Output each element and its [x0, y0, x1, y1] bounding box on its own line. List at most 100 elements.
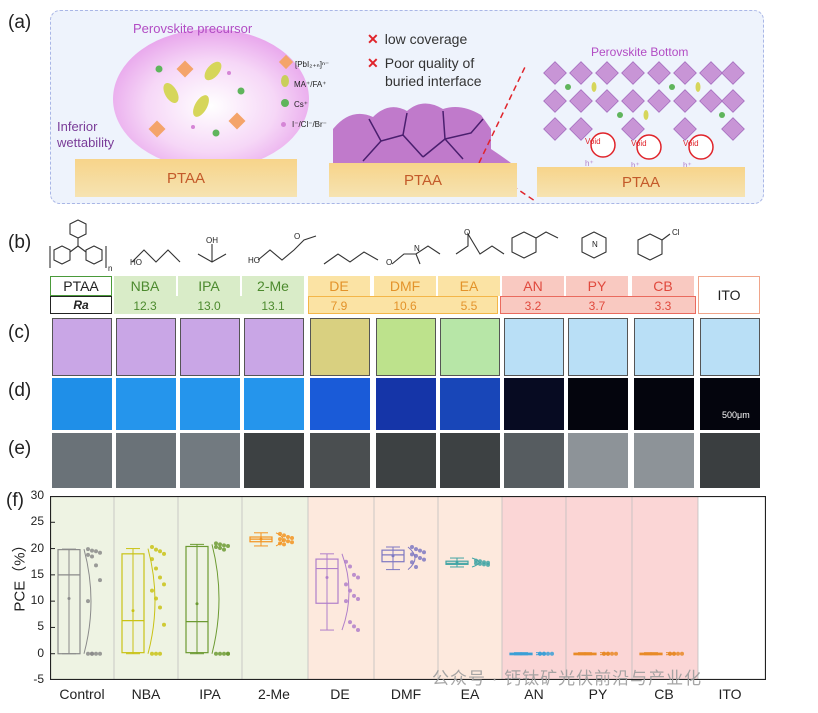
de-molecule	[323, 251, 379, 265]
data-point	[344, 559, 348, 564]
x-tick-label: Control	[59, 686, 105, 702]
void-label-3: Void	[683, 139, 699, 148]
data-point	[86, 547, 90, 552]
data-point	[422, 557, 426, 562]
data-point	[222, 543, 226, 548]
interface-photo	[376, 433, 436, 488]
mean-marker	[67, 597, 71, 601]
data-point	[278, 541, 282, 546]
py-molecule	[581, 231, 607, 259]
data-point	[218, 651, 222, 656]
data-point	[478, 561, 482, 566]
data-point	[352, 624, 356, 629]
legend-item: MA⁺/FA⁺	[281, 75, 329, 95]
ipa-oh-label: OH	[206, 236, 218, 245]
interface-photo	[568, 433, 628, 488]
cb-molecule	[637, 233, 671, 261]
legend-text: I⁻/Cl⁻/Br⁻	[292, 120, 327, 129]
solvent-label: PTAA	[50, 276, 112, 296]
data-point	[278, 537, 282, 542]
mean-marker	[649, 652, 653, 656]
dmf-n-label: N	[414, 244, 420, 253]
solvent-label: NBA	[114, 276, 176, 296]
fluorescence-image	[440, 378, 500, 430]
solvent-label: EA	[438, 276, 500, 296]
data-point	[150, 544, 154, 549]
data-point	[676, 651, 680, 656]
data-point	[344, 582, 348, 587]
issue-2-cont: buried interface	[385, 73, 482, 89]
interface-photo	[700, 433, 760, 488]
data-point	[98, 651, 102, 656]
watermark: 公众号 · 钙钛矿光伏前沿与产业化	[432, 669, 703, 688]
zoom-line-upper	[478, 66, 526, 164]
hplus-2: h⁺	[631, 161, 640, 170]
interface-photo	[180, 433, 240, 488]
precursor-droplet	[113, 29, 309, 169]
x-tick-label: AN	[524, 686, 544, 702]
film-photo	[376, 318, 436, 376]
ra-label: Ra	[50, 296, 112, 314]
data-point	[218, 546, 222, 551]
data-point	[290, 536, 294, 541]
panel-label-e: (e)	[8, 438, 32, 459]
film-photo	[634, 318, 694, 376]
py-n-label: N	[592, 240, 598, 249]
me-molecule	[257, 235, 317, 261]
cation-icon	[281, 75, 289, 87]
panel-label-b: (b)	[8, 232, 32, 253]
ra-value: 7.9	[330, 298, 348, 313]
data-point	[418, 548, 422, 553]
issue-text: low coverage	[384, 31, 468, 47]
precursor-title: Perovskite precursor	[133, 21, 253, 36]
distribution-curve	[407, 546, 416, 570]
data-point	[214, 651, 218, 656]
data-point	[418, 556, 422, 561]
data-point	[668, 651, 672, 656]
data-point	[344, 599, 348, 604]
y-tick-label: 15	[30, 566, 44, 581]
data-point	[226, 651, 230, 656]
box	[315, 558, 339, 604]
hplus-3: h⁺	[683, 161, 692, 170]
mean-marker	[583, 652, 587, 656]
fluorescence-image	[52, 378, 112, 430]
ra-group-orange	[308, 296, 498, 314]
chart-frame	[50, 496, 766, 680]
nba-oh-label: HO	[130, 258, 142, 267]
data-point	[348, 564, 352, 569]
film-photo	[180, 318, 240, 376]
data-point	[474, 561, 478, 566]
schematic-drawing	[113, 29, 745, 202]
film-photo	[568, 318, 628, 376]
interface-photo	[634, 433, 694, 488]
void-label-2: Void	[631, 139, 647, 148]
ea-molecule	[455, 232, 505, 255]
data-point	[602, 651, 606, 656]
data-point	[290, 540, 294, 545]
solvent-label: DE	[308, 276, 370, 296]
data-point	[158, 575, 162, 580]
data-point	[282, 533, 286, 538]
fluorescence-image	[376, 378, 436, 430]
data-point	[98, 550, 102, 555]
column-background	[242, 496, 308, 680]
legend-item: [PbI₂₊ₙ]ⁿ⁻	[278, 54, 329, 75]
interface-photo	[440, 433, 500, 488]
mean-marker	[195, 602, 199, 606]
column-background	[698, 496, 764, 680]
data-point	[410, 544, 414, 549]
data-point	[90, 548, 94, 553]
data-point	[98, 578, 102, 583]
mean-marker	[325, 575, 329, 579]
voids	[590, 132, 714, 160]
y-tick-label: 30	[30, 488, 44, 502]
inferior-label: Inferior	[57, 119, 98, 134]
fluorescence-image	[700, 378, 760, 430]
data-point	[86, 552, 90, 557]
pbi-icon	[278, 54, 294, 70]
void-1	[590, 132, 616, 158]
column-background	[178, 496, 244, 680]
column-background	[308, 496, 374, 680]
schematic-panel: Perovskite precursor Inferior wettabilit…	[50, 10, 764, 204]
